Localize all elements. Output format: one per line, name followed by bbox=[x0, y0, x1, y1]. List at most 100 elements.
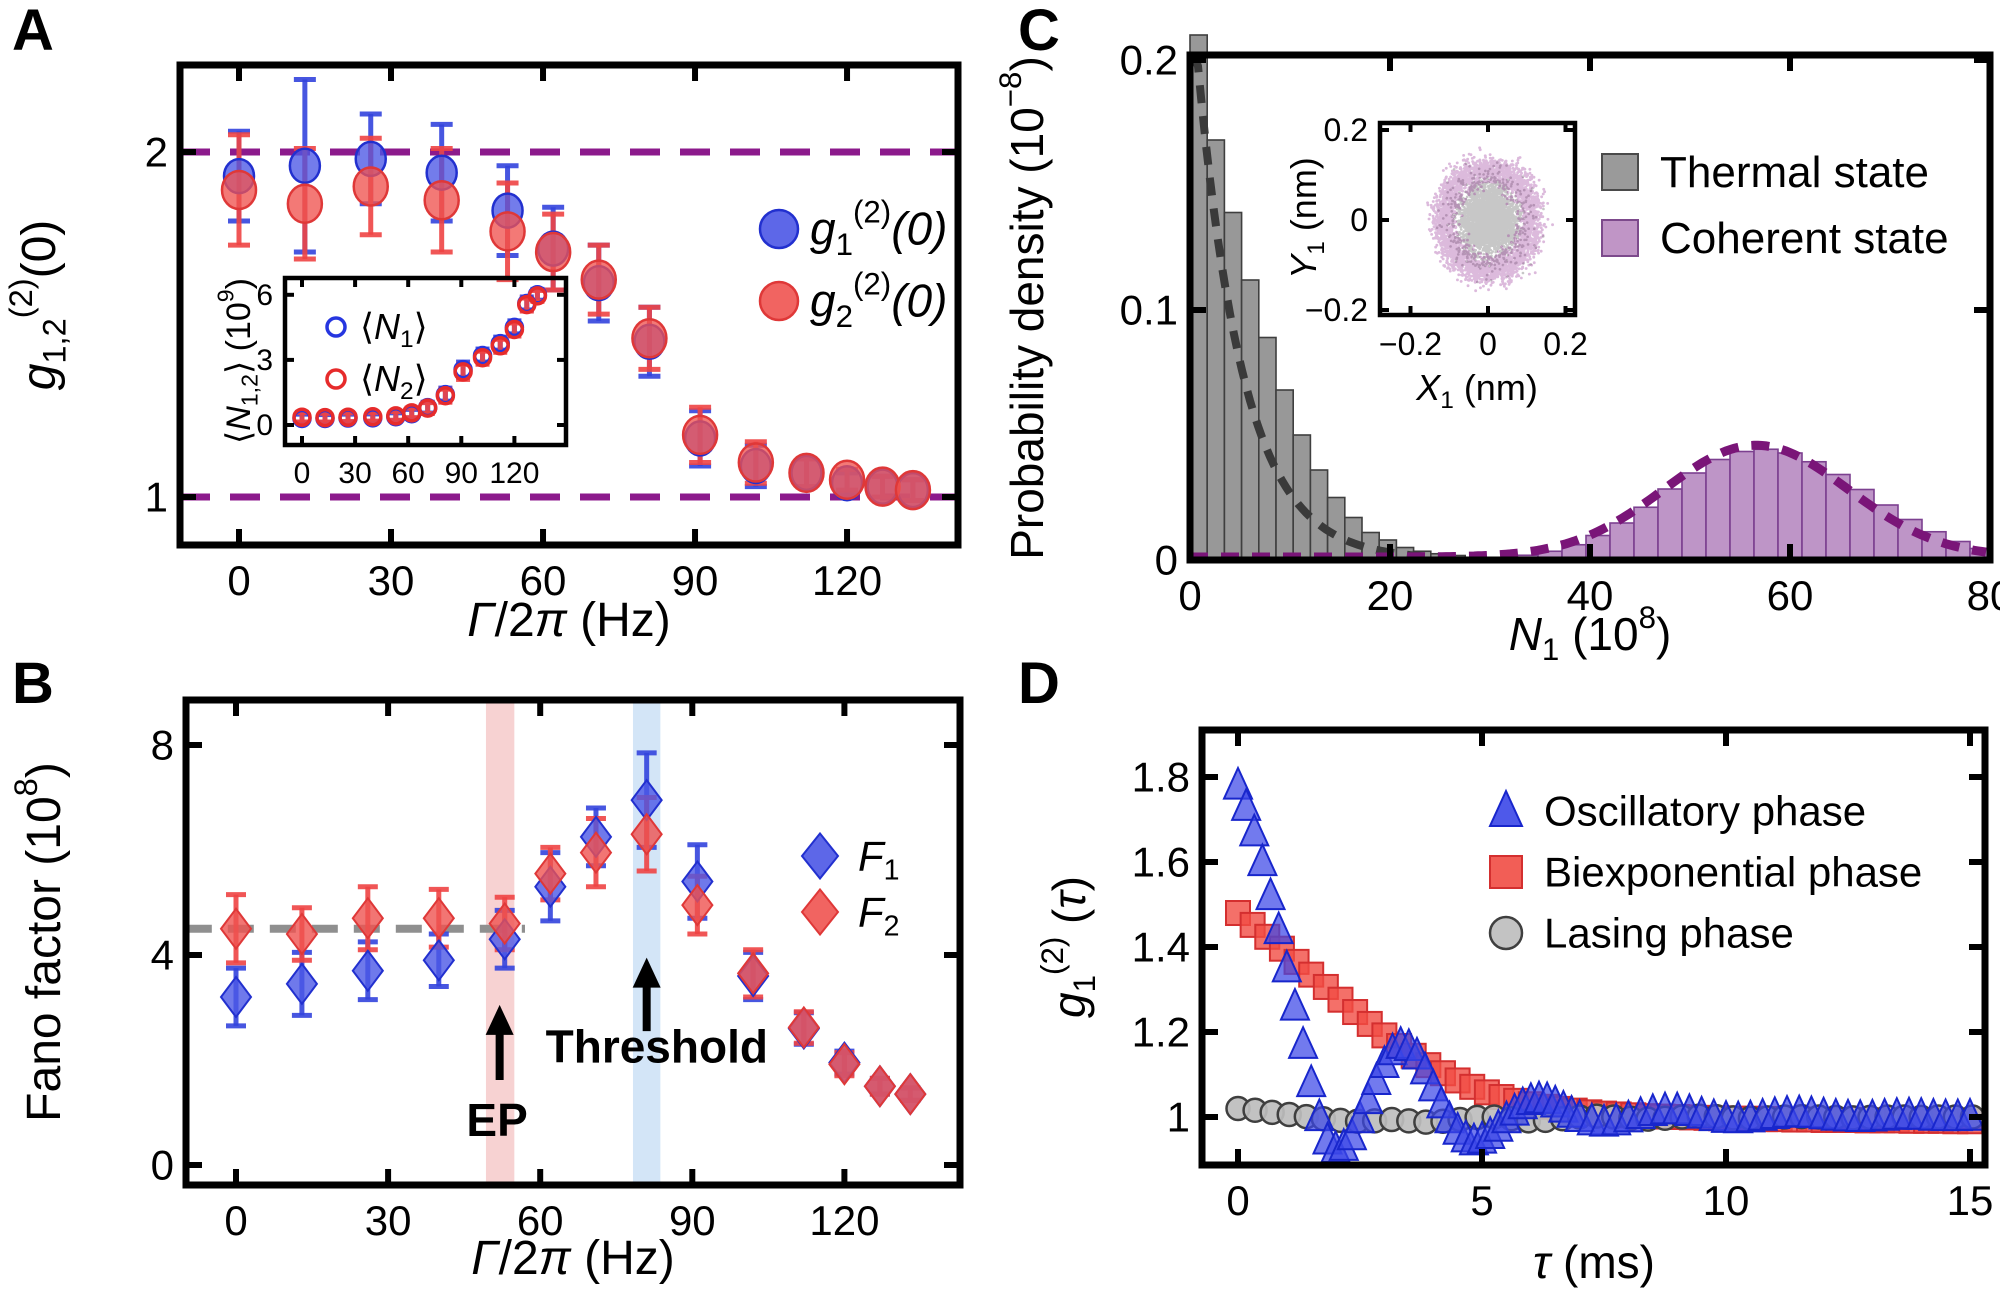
y-tick-label: −0.2 bbox=[1305, 292, 1368, 328]
x-tick-label: 120 bbox=[489, 457, 539, 490]
threshold-label: Threshold bbox=[546, 1021, 768, 1073]
y-axis-label: Y1 (nm) bbox=[1283, 157, 1330, 279]
y-tick-label: 1.4 bbox=[1132, 923, 1190, 970]
x-tick-label: 30 bbox=[338, 457, 371, 490]
y-tick-label: 8 bbox=[151, 721, 174, 768]
coherent-cloud bbox=[1426, 146, 1554, 293]
y-axis-label: Fano factor (108) bbox=[7, 762, 71, 1122]
x-tick-label: 80 bbox=[1967, 572, 2000, 619]
x-tick-label: 90 bbox=[445, 457, 478, 490]
x-tick-label: 60 bbox=[520, 557, 567, 604]
legend-label: Lasing phase bbox=[1544, 909, 1794, 956]
series-oscillatory-phase bbox=[1222, 765, 1986, 1163]
hist-coherent bbox=[1489, 448, 1991, 561]
panel-b-label: B bbox=[12, 651, 54, 716]
legend-item: Thermal state bbox=[1601, 148, 1929, 197]
y-axis-label: ⟨N1,2⟩ (109) bbox=[213, 278, 263, 444]
y-tick-label: 0.2 bbox=[1324, 112, 1368, 148]
x-tick-label: 5 bbox=[1470, 1177, 1493, 1224]
axis-ticks: 0 5 10 15 1 1.2 1.4 1.6 1.8 bbox=[1132, 730, 1993, 1224]
x-tick-label: 0 bbox=[294, 457, 311, 490]
y-tick-label: 4 bbox=[151, 931, 174, 978]
y-tick-label: 0.1 bbox=[1120, 286, 1178, 333]
legend-label: Thermal state bbox=[1660, 148, 1929, 197]
series-F2 bbox=[219, 812, 927, 1116]
legend: g1(2)(0)g2(2)(0) bbox=[758, 195, 947, 334]
legend-label: Coherent state bbox=[1660, 214, 1949, 263]
x-tick-label: 60 bbox=[392, 457, 425, 490]
legend-item: Oscillatory phase bbox=[1488, 787, 1866, 834]
x-tick-label: 0 bbox=[224, 1197, 247, 1244]
y-axis-label: g1(2) (τ) bbox=[1035, 876, 1102, 1018]
legend-label: g2(2)(0) bbox=[810, 267, 947, 334]
x-axis-label: N1 (108) bbox=[1509, 600, 1672, 667]
legend: Oscillatory phase Biexponential phase Lasi… bbox=[1488, 787, 1922, 956]
y-tick-label: 1 bbox=[1167, 1093, 1190, 1140]
y-tick-label: 1.8 bbox=[1132, 753, 1190, 800]
axis-ticks: −0.2 0 0.2 0.2 0 −0.2 bbox=[1305, 112, 1588, 362]
x-tick-label: −0.2 bbox=[1379, 326, 1442, 362]
panel-c-label: C bbox=[1018, 0, 1060, 63]
plot-c_inset: −0.2 0 0.2 0.2 0 −0.2 X1 (nm) Y1 (nm) bbox=[1283, 112, 1588, 414]
axis-ticks: 0 30 60 90 120 0 4 8 bbox=[151, 700, 960, 1244]
x-tick-label: 0 bbox=[1178, 572, 1201, 619]
legend-label: ⟨N2⟩ bbox=[360, 358, 428, 405]
legend-item: ⟨N1⟩ bbox=[325, 306, 428, 353]
ep-label: EP bbox=[466, 1094, 527, 1146]
legend-item: ⟨N2⟩ bbox=[325, 358, 428, 405]
series-N2 bbox=[292, 286, 548, 428]
y-tick-label: 0 bbox=[1350, 202, 1368, 238]
legend-label: Oscillatory phase bbox=[1544, 787, 1866, 834]
x-tick-label: 60 bbox=[1767, 572, 1814, 619]
legend-item: Lasing phase bbox=[1488, 909, 1794, 956]
threshold-arrow bbox=[632, 957, 661, 1032]
plot-a_inset: 0 30 60 90 120 0 3 6⟨N1,2⟩ (109) ⟨N1⟩ ⟨N2⟩ bbox=[213, 275, 569, 490]
ep-arrow bbox=[485, 1004, 514, 1080]
y-tick-label: 1.2 bbox=[1132, 1008, 1190, 1055]
x-tick-label: 120 bbox=[809, 1197, 879, 1244]
axis-ticks: 0 20 40 60 80 0 0.1 0.2 bbox=[1120, 36, 2000, 619]
x-axis-label: Γ/2π (Hz) bbox=[471, 1232, 675, 1285]
x-tick-label: 20 bbox=[1367, 572, 1414, 619]
y-axis-label: g1,2(2)(0) bbox=[2, 220, 73, 391]
x-tick-label: 120 bbox=[812, 557, 882, 604]
y-tick-label: 0 bbox=[151, 1141, 174, 1188]
panel-a-label: A bbox=[12, 0, 54, 63]
x-tick-label: 10 bbox=[1703, 1177, 1750, 1224]
y-tick-label: 0.2 bbox=[1120, 36, 1178, 83]
y-tick-label: 0 bbox=[256, 409, 273, 442]
panel-d-label: D bbox=[1018, 651, 1060, 716]
x-tick-label: 0 bbox=[1226, 1177, 1249, 1224]
legend-item: F1 bbox=[800, 831, 900, 887]
thermal-cloud bbox=[1435, 161, 1545, 284]
x-tick-label: 30 bbox=[368, 557, 415, 604]
y-axis-label: Probability density (10−8) bbox=[993, 56, 1053, 560]
x-tick-label: 40 bbox=[1567, 572, 1614, 619]
legend-label: F1 bbox=[858, 832, 900, 886]
y-tick-label: 1.6 bbox=[1132, 838, 1190, 885]
legend-item: Biexponential phase bbox=[1489, 848, 1922, 895]
plot-d: 0 5 10 15 1 1.2 1.4 1.6 1.8 τ (ms) g1(2) (τ) Oscill… bbox=[1035, 726, 1993, 1288]
x-tick-label: 60 bbox=[517, 1197, 564, 1244]
legend-item: g1(2)(0) bbox=[758, 195, 947, 262]
series-g2(2)(0) bbox=[220, 166, 932, 511]
x-tick-label: 90 bbox=[672, 557, 719, 604]
legend-item: Coherent state bbox=[1601, 214, 1949, 263]
legend-label: Biexponential phase bbox=[1544, 848, 1922, 895]
x-tick-label: 30 bbox=[365, 1197, 412, 1244]
x-tick-label: 0 bbox=[1479, 326, 1497, 362]
y-tick-label: 1 bbox=[145, 473, 168, 520]
x-tick-label: 0.2 bbox=[1543, 326, 1587, 362]
x-axis-label: X1 (nm) bbox=[1415, 367, 1538, 414]
y-tick-label: 3 bbox=[256, 344, 273, 377]
legend: Thermal state Coherent state bbox=[1601, 148, 1949, 263]
plot-c: 0 20 40 60 80 0 0.1 0.2 N1 (108) Probability dens… bbox=[993, 34, 2000, 667]
legend-item: g2(2)(0) bbox=[758, 267, 947, 334]
y-tick-label: 2 bbox=[145, 128, 168, 175]
legend-label: ⟨N1⟩ bbox=[360, 306, 428, 353]
